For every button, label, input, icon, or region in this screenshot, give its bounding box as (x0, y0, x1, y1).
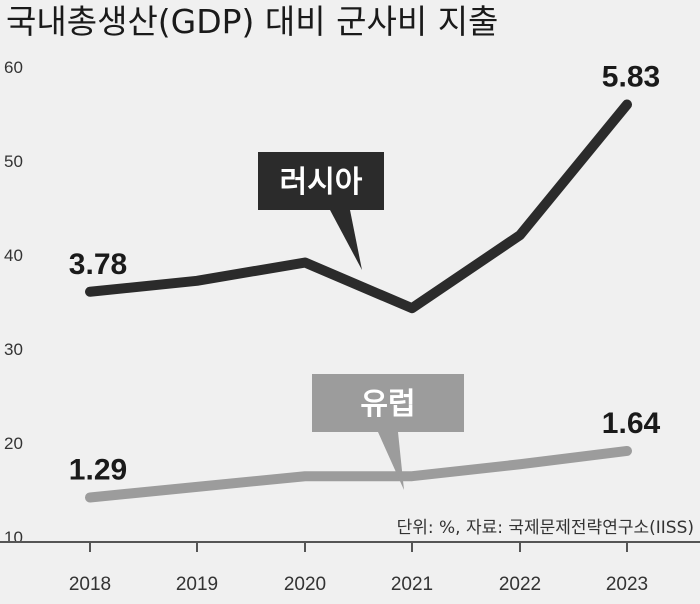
data-label: 5.83 (602, 61, 660, 94)
legend-europe: 유럽 (312, 374, 464, 490)
chart-title: 국내총생산(GDP) 대비 군사비 지출 (6, 2, 498, 41)
series-lines (85, 99, 632, 503)
legend-russia-box (258, 152, 384, 210)
data-label: 1.29 (69, 453, 127, 486)
source-note: 단위: %, 자료: 국제문제전략연구소(IISS) (397, 518, 694, 538)
legend-europe-pointer (378, 432, 404, 490)
x-tick-label: 2022 (499, 574, 541, 595)
legend-russia: 러시아 (258, 152, 384, 270)
x-tick-label: 2020 (284, 574, 326, 595)
y-tick-label: 10 (4, 528, 23, 547)
series-line-russia (85, 99, 632, 314)
x-tick-label: 2021 (391, 574, 433, 595)
y-axis: 60 50 40 30 20 10 (4, 58, 23, 547)
data-label: 3.78 (69, 248, 127, 281)
x-tick-label: 2023 (606, 574, 648, 595)
y-tick-label: 60 (4, 58, 23, 77)
y-tick-label: 50 (4, 152, 23, 171)
y-tick-label: 30 (4, 340, 23, 359)
y-tick-label: 40 (4, 246, 23, 265)
legend-russia-label: 러시아 (280, 165, 363, 200)
y-tick-label: 20 (4, 434, 23, 453)
x-axis: 2018 2019 2020 2021 2022 2023 (0, 541, 700, 595)
legend-europe-label: 유럽 (360, 387, 415, 422)
series-line-europe (85, 445, 632, 503)
data-labels: 3.78 5.83 1.29 1.64 (69, 61, 661, 487)
data-label: 1.64 (602, 407, 661, 440)
legend-europe-box (312, 374, 464, 432)
x-tick-label: 2019 (176, 574, 218, 595)
legend-russia-pointer (330, 210, 362, 270)
x-tick-label: 2018 (69, 574, 111, 595)
